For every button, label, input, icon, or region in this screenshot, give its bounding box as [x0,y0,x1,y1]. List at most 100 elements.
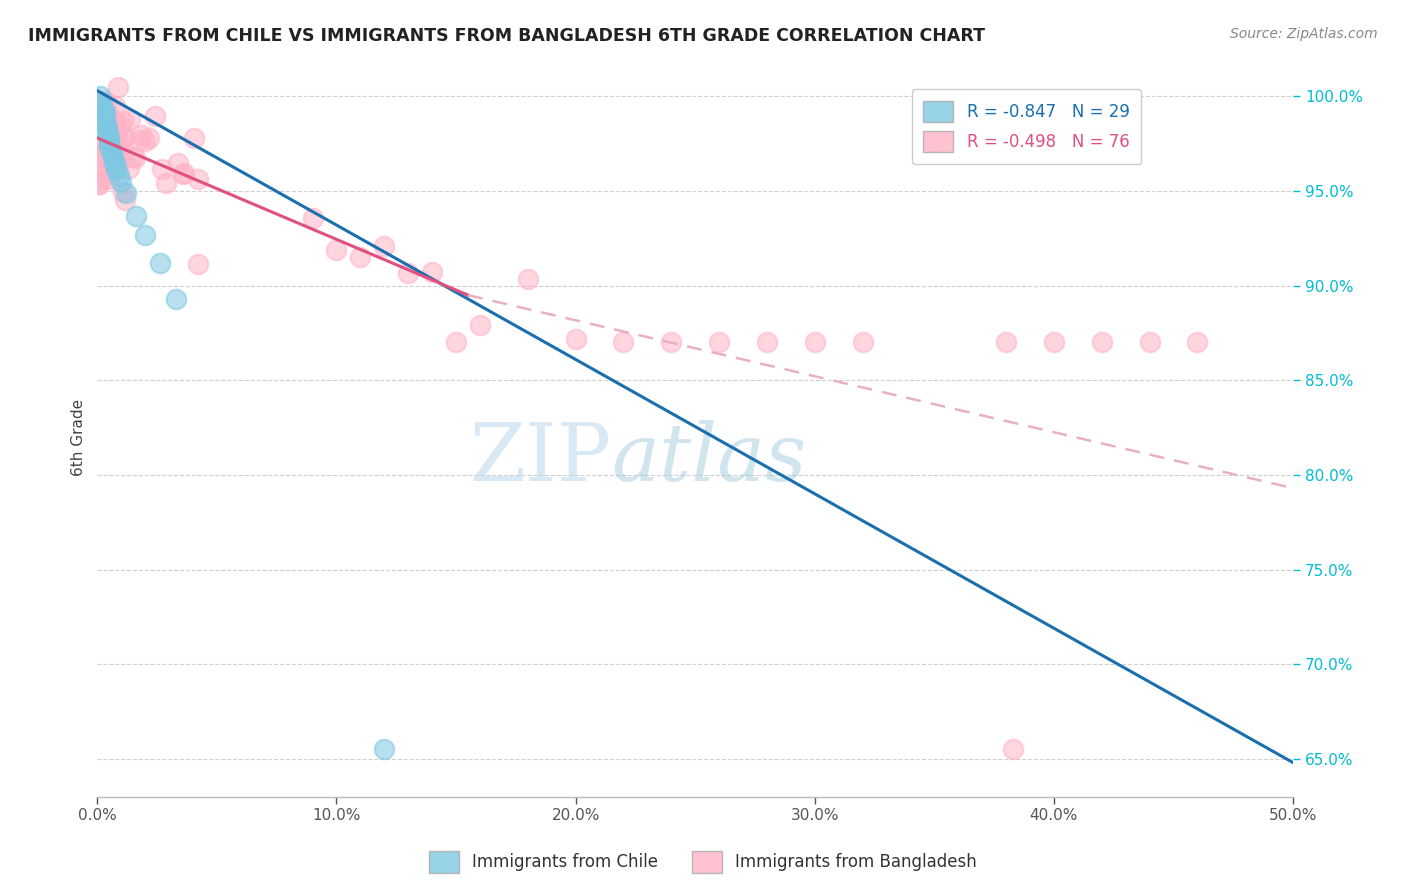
Point [148,256,170,270]
Point [97,136,120,150]
Point [659,335,682,350]
Point [1187,335,1209,350]
Point [612,335,634,350]
Point [100,145,122,159]
Point [1139,335,1161,350]
Point [90,172,112,186]
Point [93,116,115,130]
Point [89,178,111,192]
Point [804,335,827,350]
Point [112,114,135,128]
Point [121,150,143,164]
Point [349,250,371,264]
Point [105,160,128,174]
Legend: Immigrants from Chile, Immigrants from Bangladesh: Immigrants from Chile, Immigrants from B… [422,845,984,880]
Point [93,104,115,119]
Point [112,130,135,145]
Point [91,103,114,118]
Point [97,106,120,120]
Point [105,124,128,138]
Point [93,112,115,126]
Point [93,161,115,175]
Point [373,742,395,756]
Point [89,95,111,109]
Point [1002,742,1025,756]
Point [173,166,195,180]
Point [707,335,730,350]
Point [96,123,118,137]
Point [468,318,491,333]
Point [172,167,194,181]
Point [94,139,117,153]
Point [107,161,129,175]
Point [93,95,115,109]
Point [134,134,156,148]
Point [120,112,142,127]
Point [87,158,110,172]
Point [96,120,118,134]
Point [114,193,136,207]
Point [166,156,188,170]
Point [112,145,135,160]
Point [103,124,125,138]
Point [107,79,129,94]
Point [91,112,114,126]
Point [98,133,121,147]
Y-axis label: 6th Grade: 6th Grade [72,399,86,475]
Point [96,95,118,110]
Point [96,127,118,141]
Point [1043,335,1066,350]
Point [98,129,121,144]
Point [129,133,152,147]
Legend: R = -0.847   N = 29, R = -0.498   N = 76: R = -0.847 N = 29, R = -0.498 N = 76 [911,89,1142,164]
Point [90,116,112,130]
Point [89,89,111,103]
Point [100,148,122,162]
Point [138,131,160,145]
Point [100,140,122,154]
Point [564,332,586,346]
Point [420,265,443,279]
Point [755,335,778,350]
Point [96,150,118,164]
Point [103,152,125,166]
Point [98,136,121,151]
Point [91,95,114,109]
Point [155,176,177,190]
Point [444,335,467,350]
Text: IMMIGRANTS FROM CHILE VS IMMIGRANTS FROM BANGLADESH 6TH GRADE CORRELATION CHART: IMMIGRANTS FROM CHILE VS IMMIGRANTS FROM… [28,27,986,45]
Text: ZIP: ZIP [470,419,612,498]
Point [165,292,187,306]
Point [87,157,110,171]
Point [131,128,153,143]
Point [301,211,323,226]
Point [87,177,110,191]
Point [89,150,111,164]
Text: Source: ZipAtlas.com: Source: ZipAtlas.com [1230,27,1378,41]
Point [117,161,139,175]
Point [91,143,114,157]
Point [91,144,114,158]
Point [373,238,395,252]
Point [103,114,125,128]
Point [87,103,110,117]
Point [91,101,114,115]
Point [187,257,209,271]
Point [134,227,156,242]
Point [91,116,114,130]
Point [852,335,875,350]
Point [115,186,138,200]
Point [93,108,115,122]
Point [995,335,1018,350]
Point [187,172,209,186]
Point [112,185,135,199]
Point [143,109,166,123]
Point [124,209,146,223]
Point [97,172,120,186]
Point [325,243,347,257]
Point [1091,335,1114,350]
Point [112,130,135,145]
Point [107,138,129,153]
Point [150,162,173,177]
Text: atlas: atlas [612,420,807,498]
